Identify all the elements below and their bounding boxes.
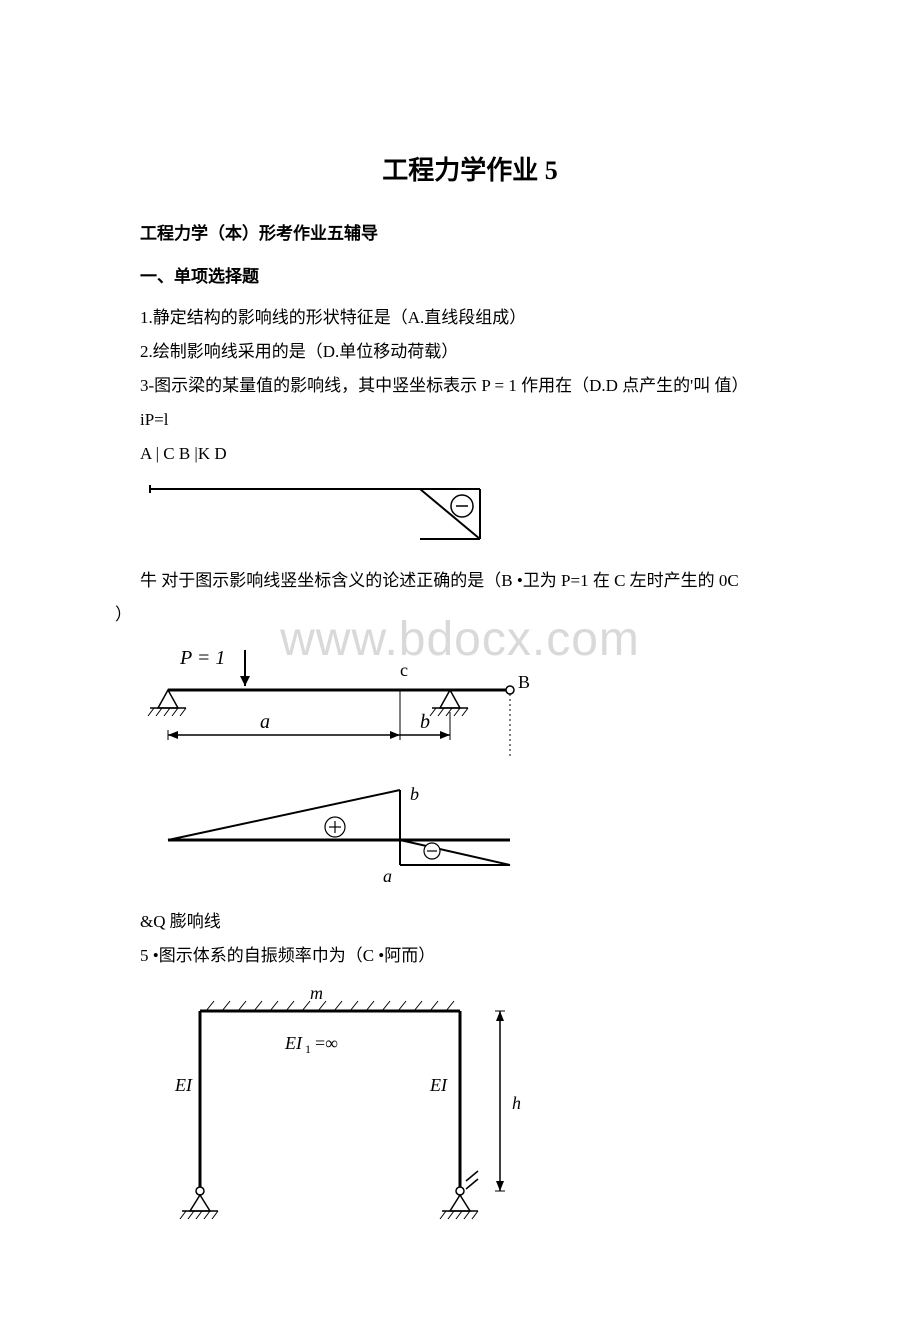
section-heading: 一、单项选择题 [140, 262, 800, 287]
figure-2: P = 1 c B [140, 640, 800, 895]
question-1: 1.静定结构的影响线的形状特征是（A.直线段组成） [140, 301, 800, 335]
subtitle: 工程力学（本）形考作业五辅导 [140, 219, 800, 244]
question-4-note: &Q 膨响线 [140, 905, 800, 939]
svg-text:EI: EI [174, 1075, 193, 1095]
question-5: 5 •图示体系的自振频率巾为（C •阿而） [140, 939, 800, 973]
svg-text:m: m [310, 983, 323, 1003]
figure-3: m [140, 981, 800, 1236]
question-3-line2: iP=l [140, 403, 800, 437]
svg-text:a: a [260, 711, 270, 733]
svg-text:1: 1 [305, 1042, 311, 1056]
svg-text:b: b [410, 784, 419, 804]
figure-1 [140, 479, 800, 554]
question-4: 牛 对于图示影响线竖坐标含义的论述正确的是（B •卫为 P=1 在 C 左时产生… [140, 564, 800, 598]
question-3-line3: A | C B |K D [140, 437, 800, 471]
question-3: 3-图示梁的某量值的影响线，其中竖坐标表示 P = 1 作用在（D.D 点产生的… [140, 369, 800, 403]
svg-text:=∞: =∞ [315, 1033, 338, 1053]
svg-text:B: B [518, 672, 530, 692]
svg-text:EI: EI [429, 1075, 448, 1095]
svg-text:h: h [512, 1093, 521, 1113]
document-content: 工程力学作业 5 工程力学（本）形考作业五辅导 一、单项选择题 1.静定结构的影… [140, 150, 800, 1236]
question-4-close: ） [115, 598, 800, 632]
svg-text:P = 1: P = 1 [179, 647, 225, 669]
svg-text:EI: EI [284, 1033, 303, 1053]
page-title: 工程力学作业 5 [140, 150, 800, 187]
svg-text:b: b [420, 711, 430, 733]
question-2: 2.绘制影响线采用的是（D.单位移动荷载） [140, 335, 800, 369]
svg-text:a: a [383, 866, 392, 886]
svg-text:c: c [400, 660, 408, 680]
